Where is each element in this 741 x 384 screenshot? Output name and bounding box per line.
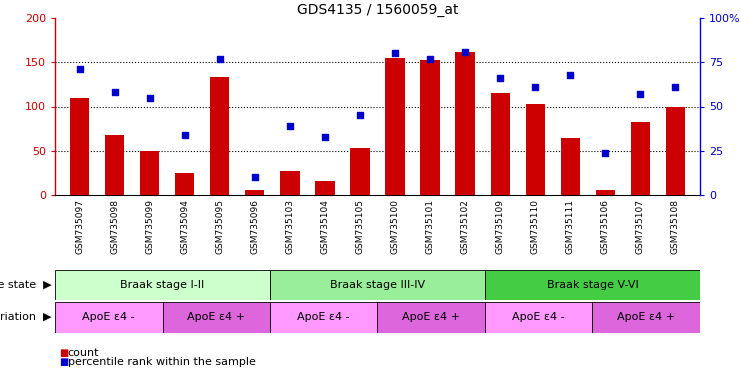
Text: GSM735099: GSM735099	[145, 199, 154, 254]
Point	[214, 56, 226, 62]
Point	[529, 84, 541, 90]
Bar	[315, 181, 334, 195]
Point	[599, 149, 611, 156]
Text: GSM735105: GSM735105	[356, 199, 365, 254]
Text: GSM735101: GSM735101	[425, 199, 434, 254]
Bar	[631, 122, 650, 195]
Point	[144, 94, 156, 101]
Bar	[162, 302, 270, 333]
Text: Braak stage V-VI: Braak stage V-VI	[547, 280, 639, 290]
Text: Braak stage I-II: Braak stage I-II	[120, 280, 205, 290]
Text: GSM735104: GSM735104	[320, 199, 330, 253]
Text: GSM735106: GSM735106	[601, 199, 610, 254]
Text: GSM735108: GSM735108	[671, 199, 680, 254]
Point	[319, 134, 330, 140]
Bar	[270, 302, 377, 333]
Text: GSM735100: GSM735100	[391, 199, 399, 254]
Point	[634, 91, 646, 97]
Text: ApoE ε4 +: ApoE ε4 +	[402, 313, 460, 323]
Bar	[350, 148, 370, 195]
Text: percentile rank within the sample: percentile rank within the sample	[67, 357, 256, 367]
Bar	[593, 302, 700, 333]
Point	[73, 66, 85, 73]
Text: ApoE ε4 +: ApoE ε4 +	[187, 313, 245, 323]
Text: genotype/variation  ▶: genotype/variation ▶	[0, 313, 51, 323]
Bar	[377, 302, 485, 333]
Bar	[525, 104, 545, 195]
Bar	[596, 190, 615, 195]
Text: GSM735095: GSM735095	[215, 199, 225, 254]
Point	[284, 123, 296, 129]
Bar	[245, 190, 265, 195]
Bar	[385, 58, 405, 195]
Bar	[561, 138, 580, 195]
Text: ApoE ε4 +: ApoE ε4 +	[617, 313, 675, 323]
Bar	[485, 302, 593, 333]
Text: ■: ■	[59, 348, 68, 358]
Point	[179, 132, 190, 138]
Text: GSM735111: GSM735111	[566, 199, 575, 254]
Bar	[70, 98, 89, 195]
Point	[389, 50, 401, 56]
Point	[670, 84, 682, 90]
Text: ■: ■	[59, 357, 68, 367]
Point	[249, 174, 261, 180]
Point	[424, 56, 436, 62]
Text: ApoE ε4 -: ApoE ε4 -	[82, 313, 135, 323]
Text: ApoE ε4 -: ApoE ε4 -	[513, 313, 565, 323]
Bar	[55, 270, 270, 300]
Text: GSM735107: GSM735107	[636, 199, 645, 254]
Point	[354, 112, 366, 118]
Bar	[491, 93, 510, 195]
Text: ApoE ε4 -: ApoE ε4 -	[297, 313, 350, 323]
Text: Braak stage III-IV: Braak stage III-IV	[330, 280, 425, 290]
Bar	[270, 270, 485, 300]
Title: GDS4135 / 1560059_at: GDS4135 / 1560059_at	[296, 3, 458, 17]
Text: GSM735096: GSM735096	[250, 199, 259, 254]
Text: disease state  ▶: disease state ▶	[0, 280, 51, 290]
Bar	[485, 270, 700, 300]
Text: GSM735098: GSM735098	[110, 199, 119, 254]
Text: GSM735094: GSM735094	[180, 199, 189, 253]
Bar	[105, 135, 124, 195]
Bar	[55, 302, 162, 333]
Bar	[175, 173, 194, 195]
Bar	[456, 51, 475, 195]
Bar	[420, 61, 439, 195]
Text: GSM735102: GSM735102	[461, 199, 470, 253]
Bar	[280, 171, 299, 195]
Bar	[140, 151, 159, 195]
Point	[459, 48, 471, 55]
Text: GSM735109: GSM735109	[496, 199, 505, 254]
Text: GSM735110: GSM735110	[531, 199, 539, 254]
Bar	[210, 77, 230, 195]
Point	[565, 71, 576, 78]
Text: GSM735103: GSM735103	[285, 199, 294, 254]
Text: GSM735097: GSM735097	[75, 199, 84, 254]
Point	[494, 75, 506, 81]
Point	[109, 89, 121, 95]
Text: count: count	[67, 348, 99, 358]
Bar	[666, 106, 685, 195]
